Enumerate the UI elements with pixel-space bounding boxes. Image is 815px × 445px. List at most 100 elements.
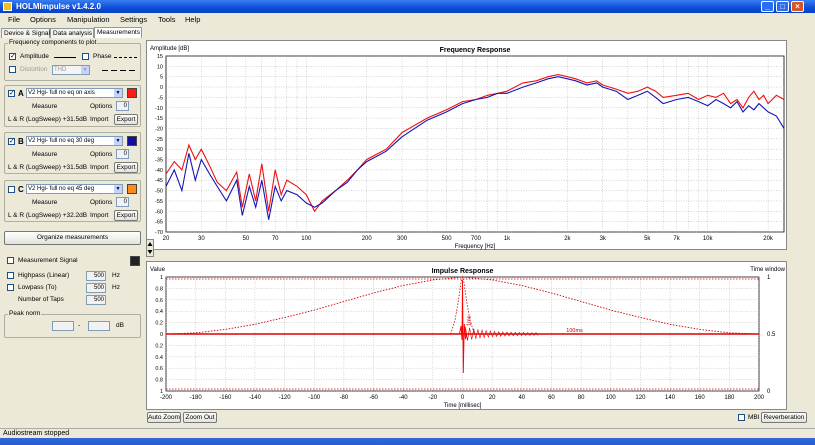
measurement-c-import[interactable]: Import	[90, 212, 109, 219]
measurement-c-export[interactable]: Export	[114, 210, 138, 221]
frequency-response-panel[interactable]: 15 10 5 0 -5 -10 -15 -20 -25 -30 -35 -40 -45 -50 -55 -6…	[146, 40, 787, 250]
x-tick-label: 1k	[504, 236, 511, 242]
tab-device-signal[interactable]: Device & Signal	[1, 28, 50, 38]
menu-manipulation[interactable]: Manipulation	[67, 15, 110, 24]
highpass-unit: Hz	[112, 272, 120, 279]
y-tick-label: 0.4	[155, 355, 163, 361]
measurement-c-options[interactable]: Options	[90, 199, 113, 206]
auto-zoom-button[interactable]: Auto Zoom	[147, 412, 181, 423]
measurement-signal-checkbox[interactable]	[7, 257, 14, 264]
measurement-a-group	[4, 85, 141, 127]
highpass-input[interactable]: 500	[86, 271, 106, 281]
signal-color[interactable]	[130, 256, 140, 266]
measurement-b-value[interactable]: 0	[116, 149, 129, 159]
amplitude-checkbox[interactable]: ✓	[9, 53, 16, 60]
y-tick-label: 0	[160, 85, 163, 91]
y-tick-label: -50	[155, 189, 163, 195]
measurement-b-measure[interactable]: Measure	[32, 151, 58, 158]
x-tick-label: 200	[362, 236, 373, 242]
measurement-a-options[interactable]: Options	[90, 103, 113, 110]
measurement-a-checkbox[interactable]: ✓	[8, 90, 15, 97]
peak-norm-unit: dB	[116, 322, 124, 329]
measurement-c-value[interactable]: 0	[116, 197, 129, 207]
measurement-a-value[interactable]: 0	[116, 101, 129, 111]
menu-help[interactable]: Help	[185, 15, 201, 24]
measurement-c-info: L & R (LogSweep) +32.2dB	[8, 212, 88, 219]
minimize-button[interactable]: _	[761, 1, 774, 12]
splitter-down-icon	[147, 250, 153, 254]
distortion-type-select[interactable]: THD ▼	[52, 65, 90, 75]
menu-file[interactable]: File	[8, 15, 21, 24]
impulse-response-panel[interactable]: -200 -180 -160 -140 -120 -100 -80 -60 -40 -20 0 20 4…	[146, 261, 787, 410]
y-tick-label: 0.2	[155, 343, 163, 349]
distortion-label: Distortion	[20, 66, 48, 73]
splitter-handle[interactable]	[146, 239, 154, 257]
measurement-c-select[interactable]: V2 Hgi- full no eq 45 deg ▼	[26, 184, 123, 194]
measurement-b-options[interactable]: Options	[90, 151, 113, 158]
measurement-a-select[interactable]: V2 Hgi- full no eq on axis ▼	[26, 88, 123, 98]
measurement-b-select[interactable]: V2 Hgi- full no eq 30 deg ▼	[26, 136, 123, 146]
lowpass-checkbox[interactable]	[7, 284, 14, 291]
taps-input[interactable]: 500	[86, 295, 106, 305]
measurement-b-import[interactable]: Import	[90, 164, 109, 171]
x-tick-label: -100	[308, 395, 321, 401]
x-tick-label: 700	[471, 236, 482, 242]
frequency-response-chart[interactable]: 151050-5-10-15-20-25-30-35-40-45-50-55-6…	[147, 41, 788, 251]
chart-title: Frequency Response	[440, 47, 511, 54]
menu-tools[interactable]: Tools	[158, 15, 176, 24]
tab-data-analysis[interactable]: Data analysis	[50, 28, 94, 38]
mbi-checkbox[interactable]	[738, 414, 745, 421]
x-tick-label: 180	[724, 395, 735, 401]
measurement-c-color[interactable]	[127, 184, 137, 194]
peak-norm-input-2[interactable]	[88, 321, 110, 331]
close-button[interactable]: ×	[791, 1, 804, 12]
measurement-c-group	[4, 180, 141, 222]
peak-norm-input-1[interactable]	[52, 321, 74, 331]
chart-title: Impulse Response	[432, 268, 494, 275]
measurement-a-measure[interactable]: Measure	[32, 103, 58, 110]
x-tick-label: 300	[397, 236, 408, 242]
chevron-down-icon: ▼	[114, 185, 122, 193]
measurement-a-color[interactable]	[127, 88, 137, 98]
measurement-b-checkbox[interactable]: ✓	[8, 138, 15, 145]
tab-measurements[interactable]: Measurements	[94, 27, 142, 38]
lowpass-unit: Hz	[112, 284, 120, 291]
y-tick-label: -35	[155, 158, 163, 164]
organize-measurements-button[interactable]: Organize measurements	[4, 231, 141, 245]
measurement-b-info: L & R (LogSweep) +31.5dB	[8, 164, 88, 171]
impulse-response-chart[interactable]: -200 -180 -160 -140 -120 -100 -80 -60 -40 -20 0 20 4…	[147, 262, 788, 411]
distortion-checkbox[interactable]	[9, 66, 16, 73]
measurement-b-color[interactable]	[127, 136, 137, 146]
reverberation-button[interactable]: Reverberation	[761, 412, 807, 423]
highpass-checkbox[interactable]	[7, 272, 14, 279]
measurement-a-export[interactable]: Export	[114, 114, 138, 125]
y-tick-label: -60	[155, 209, 163, 215]
measurement-b-export[interactable]: Export	[114, 162, 138, 173]
y-tick-label: 15	[157, 54, 163, 60]
highpass-label: Highpass (Linear)	[18, 272, 70, 279]
amplitude-label: Amplitude	[20, 53, 49, 60]
chevron-down-icon: ▼	[114, 137, 122, 145]
phase-label: Phase	[93, 53, 112, 60]
zoom-out-button[interactable]: Zoom Out	[183, 412, 217, 423]
measurement-c-measure[interactable]: Measure	[32, 199, 58, 206]
y-tick-label: -45	[155, 178, 163, 184]
measurement-c-checkbox[interactable]	[8, 186, 15, 193]
menu-settings[interactable]: Settings	[120, 15, 148, 24]
x-tick-label: 0	[461, 395, 465, 401]
x-tick-label: 500	[442, 236, 453, 242]
menu-options[interactable]: Options	[30, 15, 56, 24]
measurement-a-import[interactable]: Import	[90, 116, 109, 123]
phase-checkbox[interactable]	[82, 53, 89, 60]
annotation-label: 100ms	[566, 328, 583, 334]
measurement-a-letter: A	[18, 89, 24, 98]
impulse-ringing	[465, 326, 539, 341]
lowpass-input[interactable]: 500	[86, 283, 106, 293]
x-tick-label: -180	[190, 395, 203, 401]
peak-norm-group	[4, 314, 141, 338]
maximize-button[interactable]: □	[776, 1, 789, 12]
chevron-down-icon: ▼	[81, 66, 89, 74]
x-tick-label: 50	[243, 236, 250, 242]
x-tick-label: 60	[548, 395, 555, 401]
x-tick-label: 10k	[703, 236, 714, 242]
